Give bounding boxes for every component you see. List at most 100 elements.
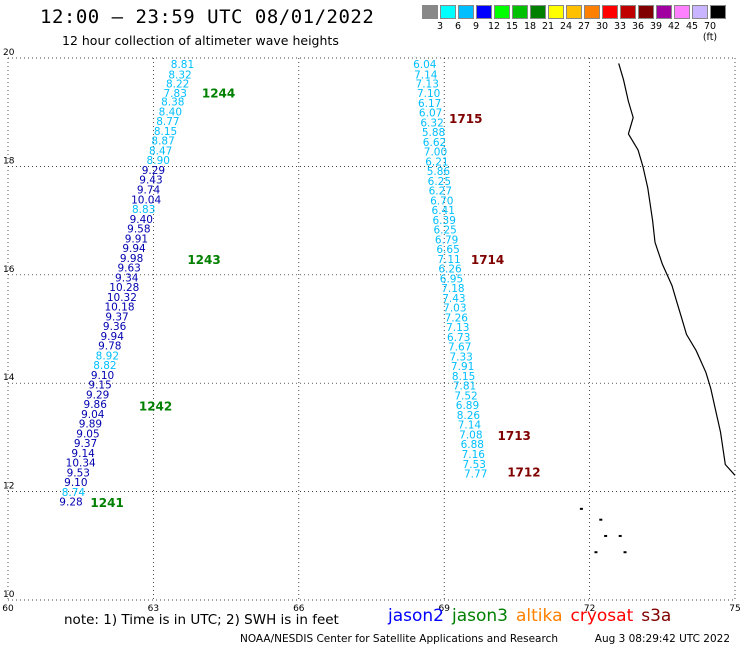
legend-jason2: jason2 xyxy=(388,606,444,626)
wave-height-value: 9.05 xyxy=(76,428,99,440)
wave-height-value: 9.37 xyxy=(105,311,128,323)
pass-id-label: 1712 xyxy=(507,465,540,479)
scale-label: 45 xyxy=(685,21,699,32)
wave-height-value: 9.40 xyxy=(130,214,153,226)
wave-height-value: 7.83 xyxy=(164,88,187,100)
wave-height-value: 10.18 xyxy=(104,302,134,314)
wave-height-value: 8.47 xyxy=(149,145,172,157)
scale-label: 70 (ft) xyxy=(702,21,718,43)
wave-height-value: 7.14 xyxy=(414,70,438,82)
wave-height-value: 7.11 xyxy=(437,254,460,266)
scale-label: 39 xyxy=(649,21,663,32)
wave-height-value: 10.04 xyxy=(131,194,161,206)
wave-height-value: 7.91 xyxy=(451,361,474,373)
wave-height-value: 7.00 xyxy=(424,147,447,159)
scale-label: 36 xyxy=(631,21,645,32)
scale-label: 18 xyxy=(523,21,537,32)
scale-label: 9 xyxy=(472,21,480,32)
scale-swatch xyxy=(512,5,528,19)
scale-swatch xyxy=(494,5,510,19)
scale-label: 33 xyxy=(613,21,627,32)
scale-label: 27 xyxy=(577,21,591,32)
wave-height-value: 6.25 xyxy=(428,176,451,188)
legend-altika: altika xyxy=(516,606,563,626)
footer: NOAA/NESDIS Center for Satellite Applica… xyxy=(240,633,730,645)
wave-height-value: 8.15 xyxy=(154,126,177,138)
wave-height-value: 9.10 xyxy=(64,477,87,489)
wave-height-value: 6.04 xyxy=(413,59,437,71)
scale-swatch xyxy=(656,5,672,19)
x-tick-label: 72 xyxy=(584,604,595,614)
scale-swatch xyxy=(458,5,474,19)
y-tick-label: 12 xyxy=(3,482,14,492)
wave-height-value: 9.58 xyxy=(127,224,150,236)
wave-height-value: 8.26 xyxy=(457,410,481,422)
wave-height-value: 7.33 xyxy=(449,351,472,363)
wave-height-value: 7.10 xyxy=(417,88,440,100)
wave-height-value: 9.78 xyxy=(98,341,121,353)
wave-height-value: 9.29 xyxy=(86,389,109,401)
legend-s3a: s3a xyxy=(641,606,672,626)
wave-height-value: 8.32 xyxy=(168,70,191,82)
scale-swatch xyxy=(710,5,726,19)
scale-swatch xyxy=(530,5,546,19)
wave-height-value: 9.74 xyxy=(137,185,161,197)
wave-height-value: 9.94 xyxy=(122,243,146,255)
wave-height-value: 8.38 xyxy=(161,97,184,109)
pass-id-label: 1715 xyxy=(449,112,482,126)
y-tick-label: 18 xyxy=(3,156,15,166)
island xyxy=(604,534,608,537)
scale-swatch xyxy=(548,5,564,19)
wave-height-value: 6.73 xyxy=(447,332,470,344)
scale-label: 15 xyxy=(505,21,519,32)
y-tick-label: 14 xyxy=(3,373,15,383)
map-title: 12:00 – 23:59 UTC 08/01/2022 xyxy=(40,6,375,28)
scale-label: 24 xyxy=(559,21,573,32)
wave-height-value: 8.90 xyxy=(147,155,170,167)
wave-height-value: 8.22 xyxy=(166,78,189,90)
wave-height-value: 6.41 xyxy=(432,205,455,217)
scale-label: 3 xyxy=(436,21,444,32)
wave-height-value: 6.25 xyxy=(433,225,456,237)
wave-height-value: 9.43 xyxy=(139,175,162,187)
wave-height-value: 8.40 xyxy=(159,106,182,118)
wave-height-value: 6.79 xyxy=(435,234,458,246)
pass-id-label: 1242 xyxy=(139,399,172,413)
legend-jason3: jason3 xyxy=(452,606,508,626)
island xyxy=(579,507,583,510)
wave-height-value: 10.32 xyxy=(107,292,137,304)
wave-height-value: 7.81 xyxy=(453,381,476,393)
wave-height-value: 6.32 xyxy=(420,117,443,129)
island xyxy=(618,534,622,537)
wave-height-value: 7.03 xyxy=(443,303,466,315)
scale-label: 30 xyxy=(595,21,609,32)
wave-height-value: 8.74 xyxy=(62,487,86,499)
wave-height-value: 7.67 xyxy=(448,342,471,354)
wave-height-value: 6.65 xyxy=(436,244,459,256)
pass-id-label: 1241 xyxy=(90,496,123,510)
wave-height-value: 8.83 xyxy=(132,204,155,216)
wave-height-value: 7.08 xyxy=(459,429,482,441)
scale-swatch xyxy=(602,5,618,19)
wave-height-value: 9.28 xyxy=(59,497,82,509)
scale-swatch xyxy=(620,5,636,19)
y-tick-label: 10 xyxy=(3,590,15,600)
pass-id-label: 1714 xyxy=(471,253,504,267)
wave-height-value: 10.34 xyxy=(66,458,96,470)
wave-height-value: 8.77 xyxy=(156,116,179,128)
footer-credit: NOAA/NESDIS Center for Satellite Applica… xyxy=(240,633,558,645)
wave-height-value: 9.15 xyxy=(88,380,111,392)
wave-height-value: 9.34 xyxy=(115,272,139,284)
x-tick-label: 69 xyxy=(438,604,450,614)
wave-height-value: 6.17 xyxy=(418,98,441,110)
wave-height-value: 7.16 xyxy=(462,449,486,461)
scale-swatch xyxy=(422,5,438,19)
scale-swatch xyxy=(440,5,456,19)
wave-height-value: 6.62 xyxy=(423,137,446,149)
wave-height-value: 6.70 xyxy=(430,195,453,207)
wave-height-value: 6.95 xyxy=(440,273,463,285)
wave-height-value: 7.77 xyxy=(464,469,487,481)
wave-height-value: 8.82 xyxy=(93,360,116,372)
wave-height-value: 9.10 xyxy=(91,370,114,382)
y-tick-label: 20 xyxy=(3,48,15,58)
